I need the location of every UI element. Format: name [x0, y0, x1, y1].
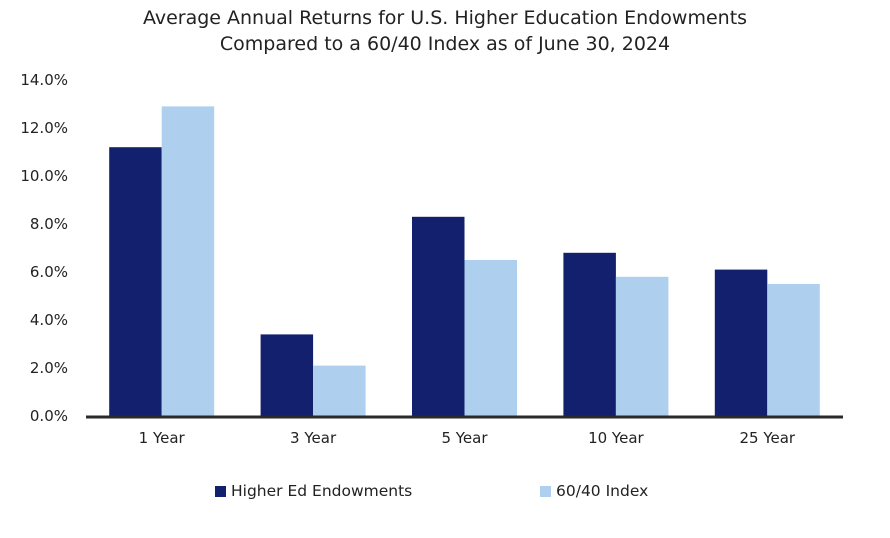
- y-tick-label: 2.0%: [30, 359, 68, 377]
- legend-label: Higher Ed Endowments: [231, 482, 413, 500]
- bar-higher-ed: [260, 334, 314, 416]
- x-tick-label: 3 Year: [290, 429, 337, 447]
- bar-higher-ed: [109, 147, 162, 416]
- y-tick-label: 4.0%: [30, 311, 68, 329]
- x-tick-label: 10 Year: [588, 429, 644, 447]
- bar-higher-ed: [412, 216, 465, 416]
- bar-higher-ed: [563, 252, 616, 416]
- legend-swatch: [540, 485, 551, 497]
- bar-6040-index: [615, 276, 669, 416]
- legend-swatch: [215, 485, 226, 497]
- bar-6040-index: [313, 365, 366, 416]
- chart-title: Average Annual Returns for U.S. Higher E…: [142, 7, 748, 29]
- bar-6040-index: [161, 106, 215, 417]
- y-tick-label: 6.0%: [30, 263, 68, 281]
- y-tick-label: 12.0%: [20, 119, 68, 137]
- bar-higher-ed: [714, 269, 768, 416]
- bar-6040-index: [464, 260, 517, 416]
- y-tick-label: 0.0%: [30, 407, 68, 425]
- y-tick-label: 10.0%: [20, 167, 68, 185]
- y-tick-label: 14.0%: [20, 71, 68, 89]
- legend-item-higher-ed: Higher Ed Endowments: [215, 482, 412, 500]
- x-tick-label: 1 Year: [139, 429, 186, 447]
- legend-label: 60/40 Index: [556, 482, 649, 500]
- x-tick-label: 5 Year: [441, 429, 488, 447]
- x-tick-label: 25 Year: [739, 429, 795, 447]
- bar-6040-index: [767, 284, 820, 416]
- y-tick-label: 8.0%: [30, 215, 68, 233]
- chart-subtitle: Compared to a 60/40 Index as of June 30,…: [219, 33, 671, 55]
- legend-item-6040-index: 60/40 Index: [540, 482, 648, 500]
